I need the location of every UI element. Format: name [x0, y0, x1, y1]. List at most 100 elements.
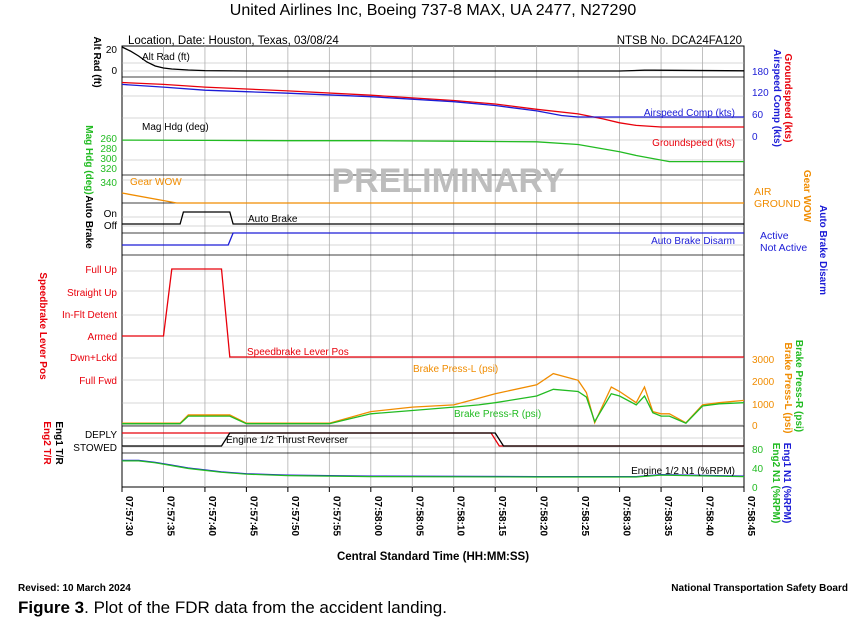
auto-brake-on: On	[104, 209, 117, 220]
speedbrake-state-label: Full Up	[85, 265, 117, 276]
mag-hdg-tick-320: 320	[100, 164, 117, 175]
x-tick-label: 07:58:40	[704, 496, 715, 536]
eng2-tr-ylabel: Eng2 T/R	[41, 421, 52, 465]
speed-tick-180: 180	[752, 67, 769, 78]
plot-frame	[121, 45, 745, 488]
alt-rad-legend: Alt Rad (ft)	[142, 52, 190, 63]
eng1-tr-line	[122, 432, 744, 447]
watermark: PRELIMINARY	[332, 162, 565, 200]
n1-legend: Engine 1/2 N1 (%RPM)	[631, 466, 735, 477]
alt-rad-ylabel: Alt Rad (ft)	[91, 36, 102, 87]
speed-tick-120: 120	[752, 88, 769, 99]
speedbrake-line	[122, 268, 744, 358]
tr-deply: DEPLY	[85, 430, 117, 441]
airspeed-ylabel: Airspeed Comp (kts)	[771, 49, 782, 147]
brake-tick-3000: 3000	[752, 355, 775, 366]
x-tick-label: 07:57:35	[164, 496, 175, 536]
revised-date: Revised: 10 March 2024	[18, 583, 131, 594]
alt-rad-tick-20: 20	[106, 45, 118, 56]
speedbrake-state-label: Armed	[88, 332, 117, 343]
groundspeed-line	[121, 81, 744, 128]
x-tick-label: 07:58:45	[745, 496, 756, 536]
x-axis-label: Central Standard Time (HH:MM:SS)	[337, 551, 529, 563]
ab-disarm-legend: Auto Brake Disarm	[651, 236, 735, 247]
n1-tick-40: 40	[752, 464, 764, 475]
x-tick-label: 07:57:45	[247, 496, 258, 536]
speedbrake-state-label: In-Flt Detent	[62, 310, 117, 321]
x-tick-label: 07:58:10	[455, 496, 466, 536]
gear-wow-legend: Gear WOW	[130, 177, 182, 188]
eng1-tr-ylabel: Eng1 T/R	[53, 421, 64, 465]
eng2-n1-line	[122, 460, 745, 478]
tr-legend: Engine 1/2 Thrust Reverser	[226, 435, 349, 446]
x-tick-label: 07:57:30	[123, 496, 134, 536]
auto-brake-ylabel: Auto Brake	[83, 195, 94, 249]
airspeed-line	[121, 83, 744, 118]
x-tick-label: 07:58:05	[413, 496, 424, 536]
n1-tick-0: 0	[752, 483, 758, 494]
brake-l-legend: Brake Press-L (psi)	[413, 364, 498, 375]
x-tick-label: 07:58:25	[579, 496, 590, 536]
x-tick-label: 07:58:20	[538, 496, 549, 536]
brake-tick-0: 0	[752, 421, 758, 432]
ntsb-number: NTSB No. DCA24FA120	[617, 35, 742, 47]
tr-stowed: STOWED	[73, 443, 117, 454]
brake-press-r-line	[122, 388, 745, 425]
speedbrake-ylabel: Speedbrake Lever Pos	[37, 272, 48, 380]
ab-disarm-line	[122, 232, 744, 246]
alt-rad-line	[121, 46, 745, 72]
alt-rad-tick-0: 0	[111, 66, 117, 77]
gear-wow-line	[121, 192, 744, 204]
x-tick-label: 07:58:35	[662, 496, 673, 536]
mag-hdg-tick-340: 340	[100, 178, 117, 189]
brake-tick-1000: 1000	[752, 400, 775, 411]
mag-hdg-line	[121, 139, 744, 163]
chart-title: United Airlines Inc, Boeing 737-8 MAX, U…	[230, 2, 637, 19]
gear-wow-ylabel: Gear WOW	[801, 170, 812, 223]
x-tick-label: 07:58:00	[372, 496, 383, 536]
mag-hdg-legend: Mag Hdg (deg)	[142, 122, 209, 133]
speed-tick-60: 60	[752, 110, 764, 121]
x-tick-label: 07:58:30	[621, 496, 632, 536]
gear-wow-ground: GROUND	[754, 198, 801, 210]
speedbrake-state-labels: Full Up Straight Up In-Flt Detent Armed Dwn+…	[62, 265, 117, 387]
x-tick-label: 07:57:40	[206, 496, 217, 536]
ab-disarm-active: Active	[760, 230, 789, 242]
figure-label: Figure 3	[18, 598, 85, 617]
x-axis-ticks: 07:57:30 07:57:35 07:57:40 07:57:45 07:57:50…	[121, 487, 756, 536]
speedbrake-legend: Speedbrake Lever Pos	[247, 347, 349, 358]
auto-brake-line	[122, 211, 744, 225]
brake-r-ylabel: Brake Press-R (psi)	[793, 340, 804, 432]
n1-tick-80: 80	[752, 445, 764, 456]
groundspeed-legend: Groundspeed (kts)	[652, 138, 735, 149]
ab-disarm-not-active: Not Active	[760, 242, 807, 254]
speedbrake-state-label: Dwn+Lckd	[70, 353, 117, 364]
panel-dividers	[122, 76, 744, 454]
mag-hdg-tick-300: 300	[100, 154, 117, 165]
auto-brake-off: Off	[104, 221, 117, 232]
brake-l-ylabel: Brake Press-L (psi)	[782, 343, 793, 434]
speedbrake-state-label: Full Fwd	[79, 376, 117, 387]
mag-hdg-tick-260: 260	[100, 134, 117, 145]
mag-hdg-tick-280: 280	[100, 144, 117, 155]
figure-caption: Figure 3. Plot of the FDR data from the …	[18, 598, 447, 618]
mag-hdg-ylabel: Mag Hdg (deg)	[83, 125, 94, 194]
location-date: Location, Date: Houston, Texas, 03/08/24	[128, 35, 339, 47]
brake-tick-2000: 2000	[752, 377, 775, 388]
gear-wow-air: AIR	[754, 186, 772, 198]
eng2-tr-line	[122, 432, 744, 447]
x-tick-label: 07:57:55	[330, 496, 341, 536]
ntsb-org: National Transportation Safety Board	[671, 583, 848, 594]
brake-r-legend: Brake Press-R (psi)	[454, 409, 541, 420]
groundspeed-ylabel: Groundspeed (kts)	[782, 54, 793, 143]
speedbrake-state-label: Straight Up	[67, 288, 117, 299]
series-layer	[121, 46, 745, 478]
speed-tick-0: 0	[752, 132, 758, 143]
x-tick-label: 07:57:50	[289, 496, 300, 536]
auto-brake-legend: Auto Brake	[248, 214, 298, 225]
eng2-n1-ylabel: Eng2 N1 (%RPM)	[770, 443, 781, 524]
airspeed-legend: Airspeed Comp (kts)	[644, 108, 735, 119]
x-tick-label: 07:58:15	[496, 496, 507, 536]
ab-disarm-ylabel: Auto Brake Disarm	[817, 205, 828, 295]
